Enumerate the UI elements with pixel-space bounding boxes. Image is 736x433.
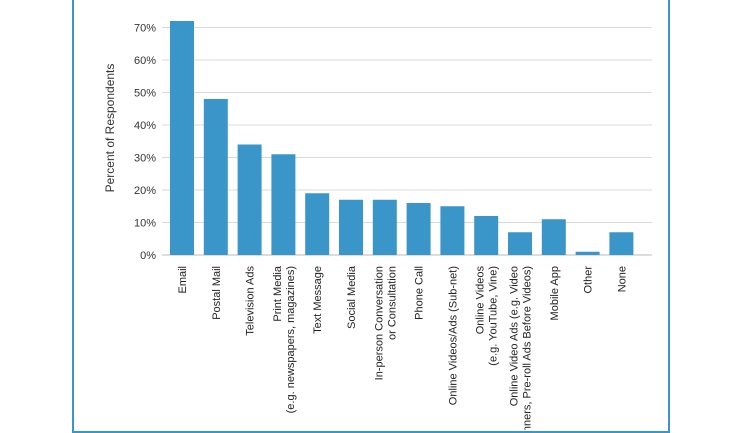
bar [406,203,431,255]
x-category-label: Television Ads [245,266,257,336]
y-tick-label: 60% [134,55,156,67]
bar [339,199,363,255]
y-tick-label: 20% [134,185,156,197]
y-tick-label: 50% [134,88,156,100]
y-tick-label: 40% [134,120,156,132]
bar [305,193,330,255]
y-axis-ticks: 0% 10% 20% 30% 40% 50% 60% 70% [134,23,156,263]
x-category-label: Text Message [312,266,324,334]
x-category-label: Email [177,266,189,294]
bar [237,144,262,255]
x-category-label: Social Media [346,265,358,329]
bar [609,232,634,255]
x-category-label: Postal Mail [211,266,223,320]
y-tick-label: 10% [134,218,156,230]
bar [508,232,532,255]
bars [170,21,634,255]
y-tick-label: 30% [134,153,156,165]
x-category-label: None [616,266,628,292]
x-category-label: Online Videos/Ads (Sub-net) [447,266,459,405]
x-category-label: Mobile App [549,266,561,320]
x-category-label: Print Media(e.g. newspapers, magazines) [272,265,297,413]
bar [271,154,296,255]
bar [372,199,397,255]
x-axis-labels: Email Postal Mail Television Ads Print Medi… [177,265,628,430]
bar [440,206,465,255]
bar [474,216,499,255]
y-axis-label: Percent of Respondents [103,64,117,193]
bar [575,251,600,255]
x-category-label: Other [583,266,595,294]
x-category-label: In-person Conversationor Consultation [373,266,398,380]
bar [541,219,566,255]
y-tick-label: 70% [134,23,156,35]
x-category-label: Online Video Ads (e.g. VideoBanners, Pre… [509,266,534,430]
bar [170,21,194,255]
bar [203,99,228,255]
x-category-label: Online Videos(e.g. YouTube, Vine) [475,266,500,366]
x-category-label: Phone Call [414,266,426,320]
y-tick-label: 0% [140,250,156,262]
